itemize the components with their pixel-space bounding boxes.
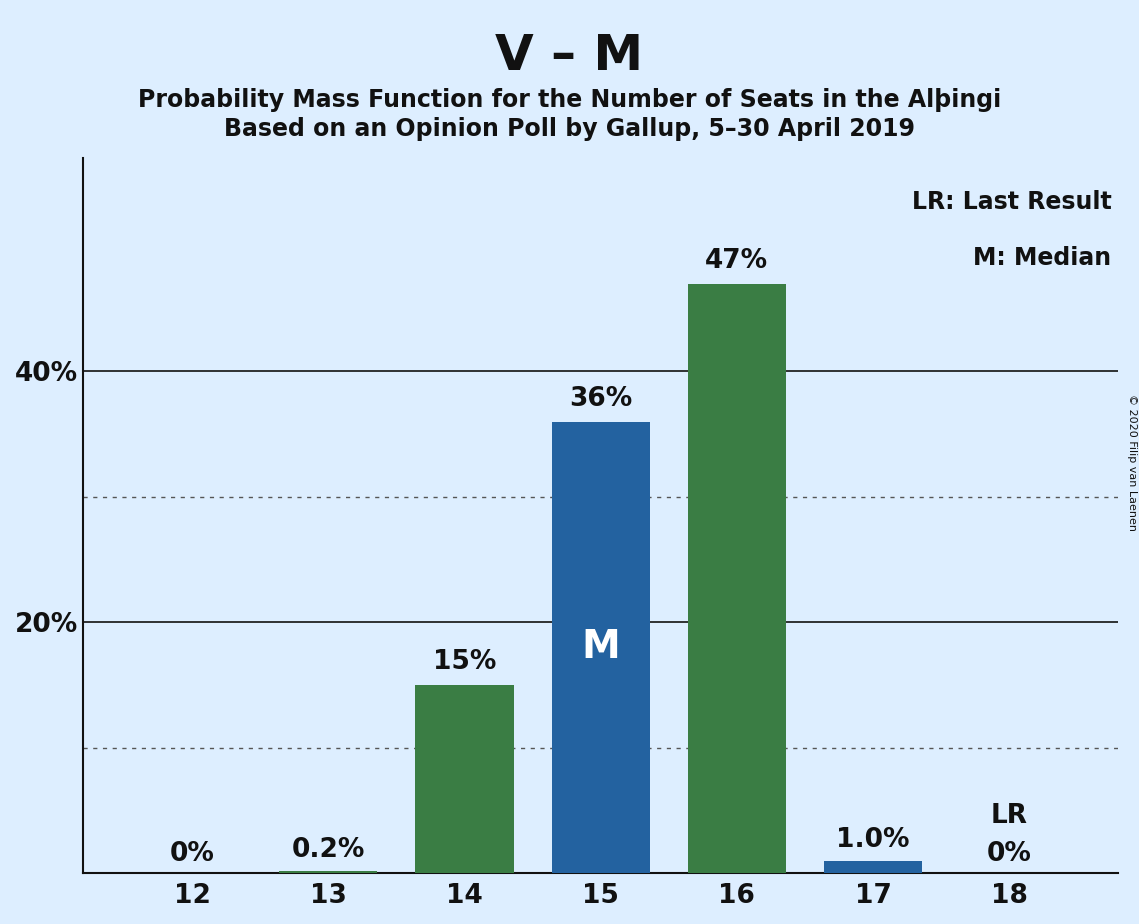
Bar (551, 421, 649, 873)
Bar (688, 284, 786, 873)
Text: 1.0%: 1.0% (836, 827, 910, 853)
Text: Probability Mass Function for the Number of Seats in the Alþingi: Probability Mass Function for the Number… (138, 88, 1001, 112)
Bar (279, 870, 377, 873)
Text: 47%: 47% (705, 248, 769, 274)
Text: 15%: 15% (433, 649, 497, 675)
Text: M: Median: M: Median (974, 246, 1112, 270)
Text: 0.2%: 0.2% (292, 837, 364, 863)
Bar (416, 685, 514, 873)
Bar (825, 861, 923, 873)
Text: Based on an Opinion Poll by Gallup, 5–30 April 2019: Based on an Opinion Poll by Gallup, 5–30… (224, 117, 915, 141)
Text: M: M (581, 628, 620, 666)
Text: 0%: 0% (986, 841, 1032, 867)
Text: © 2020 Filip van Laenen: © 2020 Filip van Laenen (1126, 394, 1137, 530)
Text: LR: LR (991, 803, 1027, 830)
Text: V – M: V – M (495, 32, 644, 80)
Text: LR: Last Result: LR: Last Result (911, 189, 1112, 213)
Text: 36%: 36% (570, 385, 632, 411)
Text: 0%: 0% (170, 841, 214, 867)
